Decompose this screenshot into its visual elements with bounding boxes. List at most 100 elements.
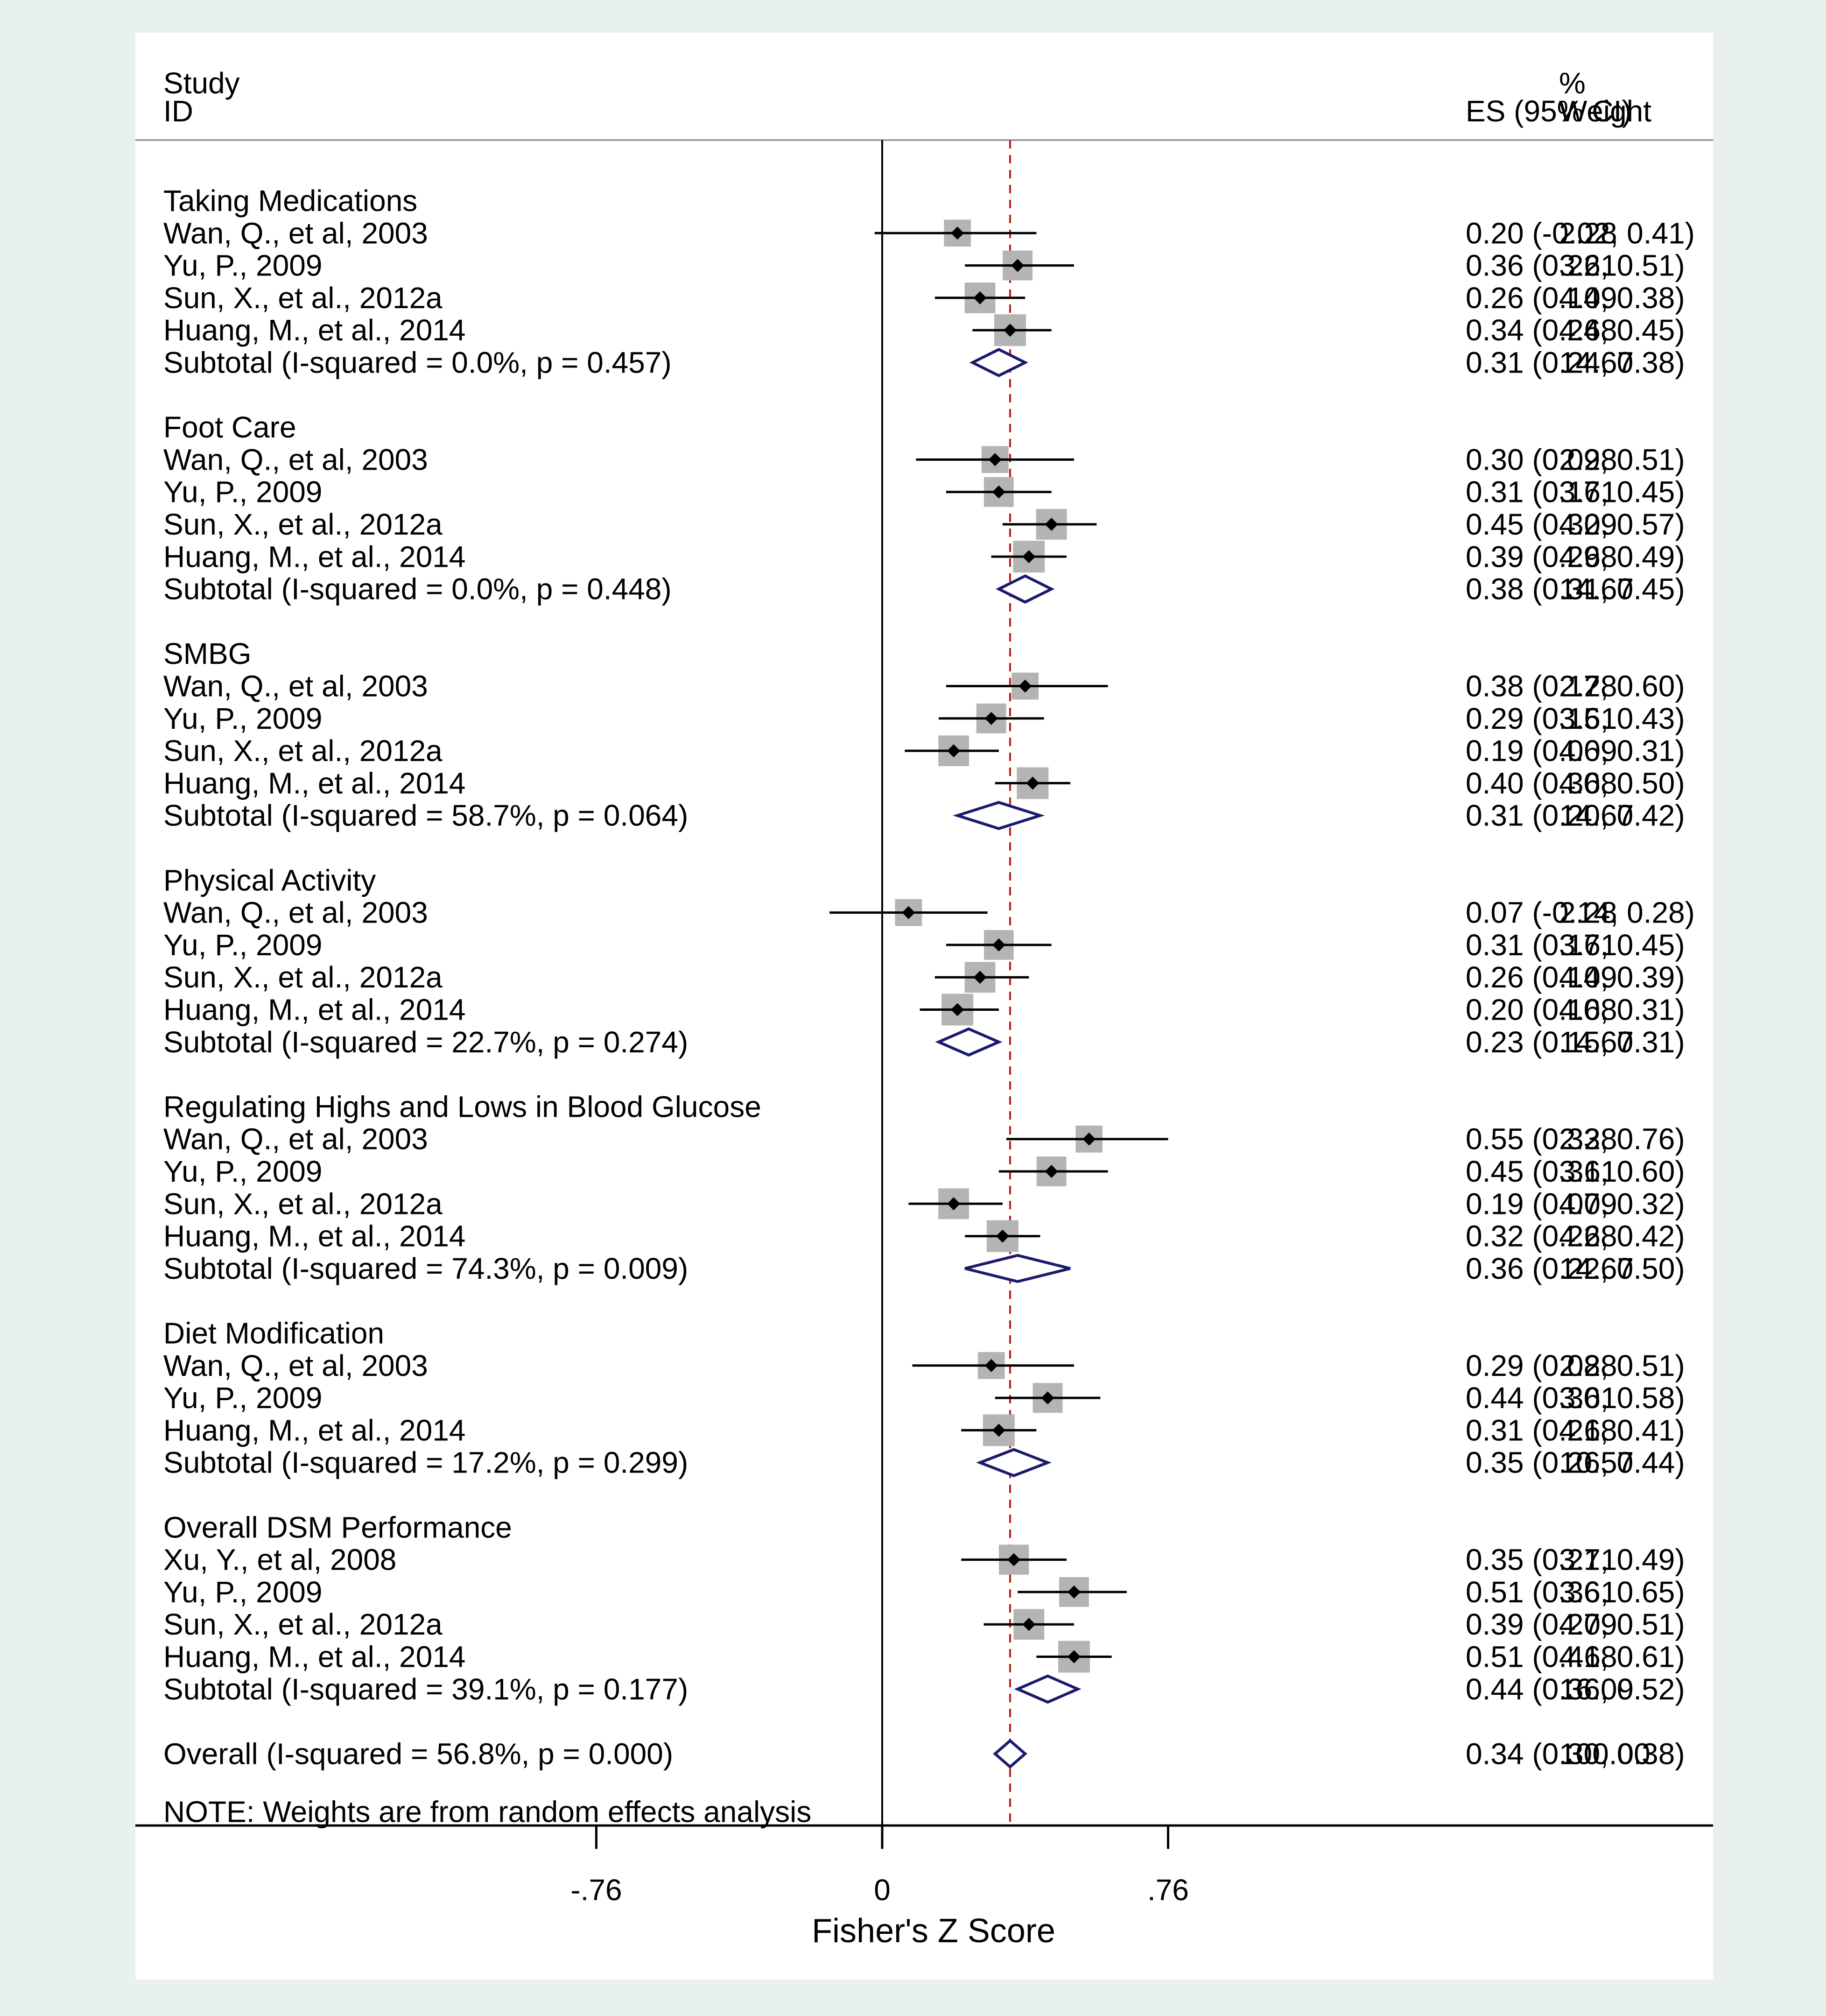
point-estimate	[1041, 1391, 1054, 1405]
study-weight: 3.71	[1559, 1543, 1617, 1577]
x-tick-label: 0	[874, 1873, 891, 1907]
overall-es-ci: 0.34 (0.30, 0.38)	[1466, 1737, 1685, 1770]
group-label: Foot Care	[163, 410, 296, 444]
x-tick-label: .76	[1147, 1873, 1189, 1907]
subtotal-weight: 10.57	[1559, 1446, 1634, 1480]
x-axis-title: Fisher's Z Score	[812, 1912, 1055, 1950]
point-estimate	[973, 971, 987, 984]
study-label: Huang, M., et al., 2014	[163, 1640, 466, 1674]
study-es-ci: 0.19 (0.07, 0.32)	[1466, 1187, 1685, 1220]
subtotal-es-ci: 0.23 (0.15, 0.31)	[1466, 1025, 1685, 1059]
subtotal-es-ci: 0.44 (0.36, 0.52)	[1466, 1672, 1685, 1706]
study-es-ci: 0.31 (0.17, 0.45)	[1466, 475, 1685, 509]
overall-diamond	[993, 1739, 1027, 1769]
subtotal-weight: 14.67	[1559, 799, 1634, 832]
subtotal-label: Subtotal (I-squared = 0.0%, p = 0.457)	[163, 346, 672, 380]
study-label: Wan, Q., et al, 2003	[163, 443, 428, 476]
point-estimate	[988, 453, 1002, 466]
point-estimate	[951, 226, 964, 240]
study-es-ci: 0.45 (0.32, 0.57)	[1466, 508, 1685, 541]
study-es-ci: 0.07 (-0.14, 0.28)	[1466, 896, 1695, 930]
point-estimate	[1045, 1165, 1058, 1178]
study-label: Sun, X., et al., 2012a	[163, 734, 442, 768]
subtotal-diamond	[964, 1254, 1071, 1283]
study-weight: 4.68	[1559, 1219, 1617, 1253]
study-weight: 3.61	[1559, 1575, 1617, 1609]
point-estimate	[1018, 679, 1032, 693]
subtotal-label: Subtotal (I-squared = 0.0%, p = 0.448)	[163, 572, 672, 606]
study-es-ci: 0.45 (0.31, 0.60)	[1466, 1155, 1685, 1188]
study-es-ci: 0.31 (0.21, 0.41)	[1466, 1413, 1685, 1447]
study-es-ci: 0.55 (0.33, 0.76)	[1466, 1122, 1685, 1156]
note-text: NOTE: Weights are from random effects an…	[163, 1795, 811, 1828]
point-estimate	[996, 1229, 1009, 1243]
study-weight: 2.28	[1559, 670, 1617, 703]
header-weight: Weight	[1559, 94, 1651, 128]
point-estimate	[984, 1359, 998, 1372]
study-weight: 4.68	[1559, 766, 1617, 800]
subtotal-es-ci: 0.31 (0.24, 0.38)	[1466, 346, 1685, 380]
study-weight: 3.61	[1559, 249, 1617, 282]
point-estimate	[1011, 259, 1025, 272]
study-label: Wan, Q., et al, 2003	[163, 670, 428, 703]
subtotal-weight: 16.09	[1559, 1672, 1634, 1706]
study-es-ci: 0.36 (0.22, 0.51)	[1466, 249, 1685, 282]
group-label: Physical Activity	[163, 863, 376, 897]
point-estimate	[1004, 324, 1017, 337]
study-weight: 4.68	[1559, 540, 1617, 573]
subtotal-es-ci: 0.35 (0.26, 0.44)	[1466, 1446, 1685, 1480]
study-label: Xu, Y., et al, 2008	[163, 1543, 396, 1577]
point-estimate	[992, 938, 1005, 952]
study-es-ci: 0.39 (0.27, 0.51)	[1466, 1607, 1685, 1641]
study-label: Huang, M., et al., 2014	[163, 540, 466, 573]
study-label: Yu, P., 2009	[163, 1155, 322, 1188]
point-estimate	[1026, 776, 1039, 790]
group-label: Diet Modification	[163, 1317, 384, 1350]
point-estimate	[992, 485, 1005, 499]
subtotal-diamond	[996, 574, 1055, 604]
study-es-ci: 0.30 (0.09, 0.51)	[1466, 443, 1685, 476]
point-estimate	[1045, 518, 1058, 531]
study-label: Sun, X., et al., 2012a	[163, 508, 442, 541]
study-es-ci: 0.34 (0.24, 0.45)	[1466, 313, 1685, 347]
header-pct: %	[1559, 66, 1586, 100]
header-study: Study	[163, 66, 240, 100]
study-weight: 2.28	[1559, 1349, 1617, 1382]
study-weight: 3.61	[1559, 1381, 1617, 1415]
study-weight: 4.09	[1559, 734, 1617, 768]
study-label: Huang, M., et al., 2014	[163, 1413, 466, 1447]
study-weight: 4.09	[1559, 1607, 1617, 1641]
subtotal-es-ci: 0.36 (0.22, 0.50)	[1466, 1252, 1685, 1285]
subtotal-diamond	[976, 1448, 1052, 1477]
study-label: Wan, Q., et al, 2003	[163, 216, 428, 250]
x-tick-label: -.76	[570, 1873, 622, 1907]
study-es-ci: 0.38 (0.17, 0.60)	[1466, 670, 1685, 703]
study-weight: 3.61	[1559, 702, 1617, 735]
subtotal-label: Subtotal (I-squared = 58.7%, p = 0.064)	[163, 799, 688, 832]
study-label: Sun, X., et al., 2012a	[163, 960, 442, 994]
forest-plot-panel: Study ID ES (95% CI)% Weight Taking Medicati…	[135, 33, 1713, 1980]
point-estimate	[992, 1424, 1005, 1437]
point-estimate	[1068, 1650, 1081, 1664]
study-label: Yu, P., 2009	[163, 249, 322, 282]
study-label: Wan, Q., et al, 2003	[163, 1122, 428, 1156]
point-estimate	[947, 1197, 961, 1211]
study-label: Yu, P., 2009	[163, 702, 322, 735]
study-es-ci: 0.26 (0.14, 0.39)	[1466, 960, 1685, 994]
study-es-ci: 0.20 (-0.02, 0.41)	[1466, 216, 1695, 250]
study-es-ci: 0.31 (0.17, 0.45)	[1466, 928, 1685, 962]
study-es-ci: 0.51 (0.36, 0.65)	[1466, 1575, 1685, 1609]
study-label: Wan, Q., et al, 2003	[163, 896, 428, 930]
overall-label: Overall (I-squared = 56.8%, p = 0.000)	[163, 1737, 673, 1770]
subtotal-weight: 14.67	[1559, 1025, 1634, 1059]
study-weight: 4.68	[1559, 1413, 1617, 1447]
study-label: Huang, M., et al., 2014	[163, 766, 466, 800]
study-weight: 2.28	[1559, 1122, 1617, 1156]
study-es-ci: 0.51 (0.41, 0.61)	[1466, 1640, 1685, 1674]
study-label: Yu, P., 2009	[163, 1381, 322, 1415]
study-weight: 3.61	[1559, 928, 1617, 962]
study-es-ci: 0.32 (0.22, 0.42)	[1466, 1219, 1685, 1253]
study-label: Sun, X., et al., 2012a	[163, 1607, 442, 1641]
study-label: Sun, X., et al., 2012a	[163, 281, 442, 315]
